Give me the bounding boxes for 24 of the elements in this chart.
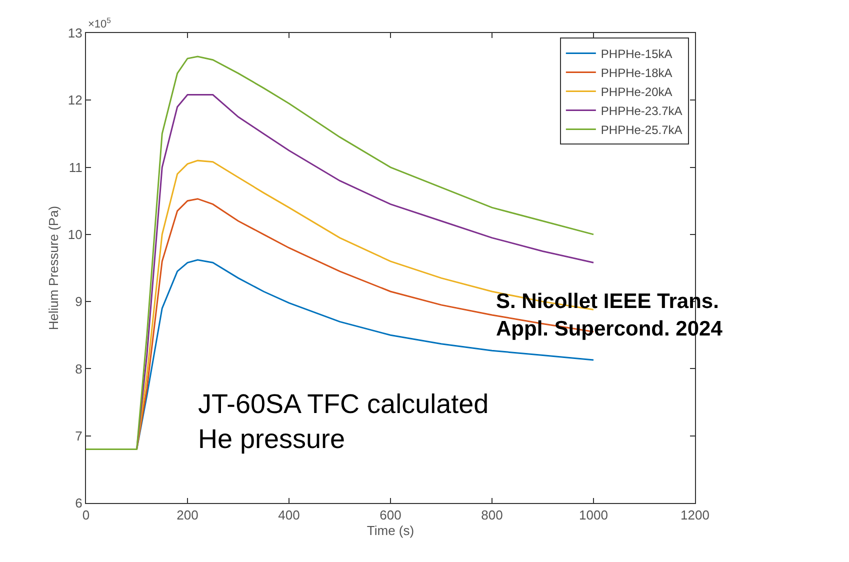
legend-label: PHPHe-25.7kA [600,122,682,137]
x-tick-label: 600 [380,508,402,523]
y-tick-label: 8 [75,361,82,376]
annotation: JT-60SA TFC calculated He pressure [198,389,489,454]
x-tick-label: 400 [278,508,300,523]
x-tick-label: 1200 [680,508,710,523]
x-tick-label: 1000 [579,508,608,523]
y-tick-label: 12 [68,92,82,108]
x-tick-label: 0 [82,508,90,523]
y-tick-label: 11 [68,160,82,175]
y-tick-label: 7 [75,428,82,444]
y-tick-label: 9 [75,294,82,310]
text: ×10$^{5}$ [88,16,111,31]
y-tick-label: 6 [75,496,82,511]
legend-label: PHPHe-18kA [600,66,672,80]
y-tick-label: 13 [68,26,82,41]
x-axis-title: Time (s) [366,523,414,538]
y-tick-label: 10 [68,226,82,242]
x-tick-label: 200 [176,508,198,523]
y-axis-title: Helium Pressure (Pa) [46,206,61,330]
legend-label: PHPHe-20kA [600,84,672,99]
x-tick-label: 800 [481,508,503,523]
legend-label: PHPHe-15kA [600,46,672,61]
legend-label: PHPHe-23.7kA [600,104,682,118]
